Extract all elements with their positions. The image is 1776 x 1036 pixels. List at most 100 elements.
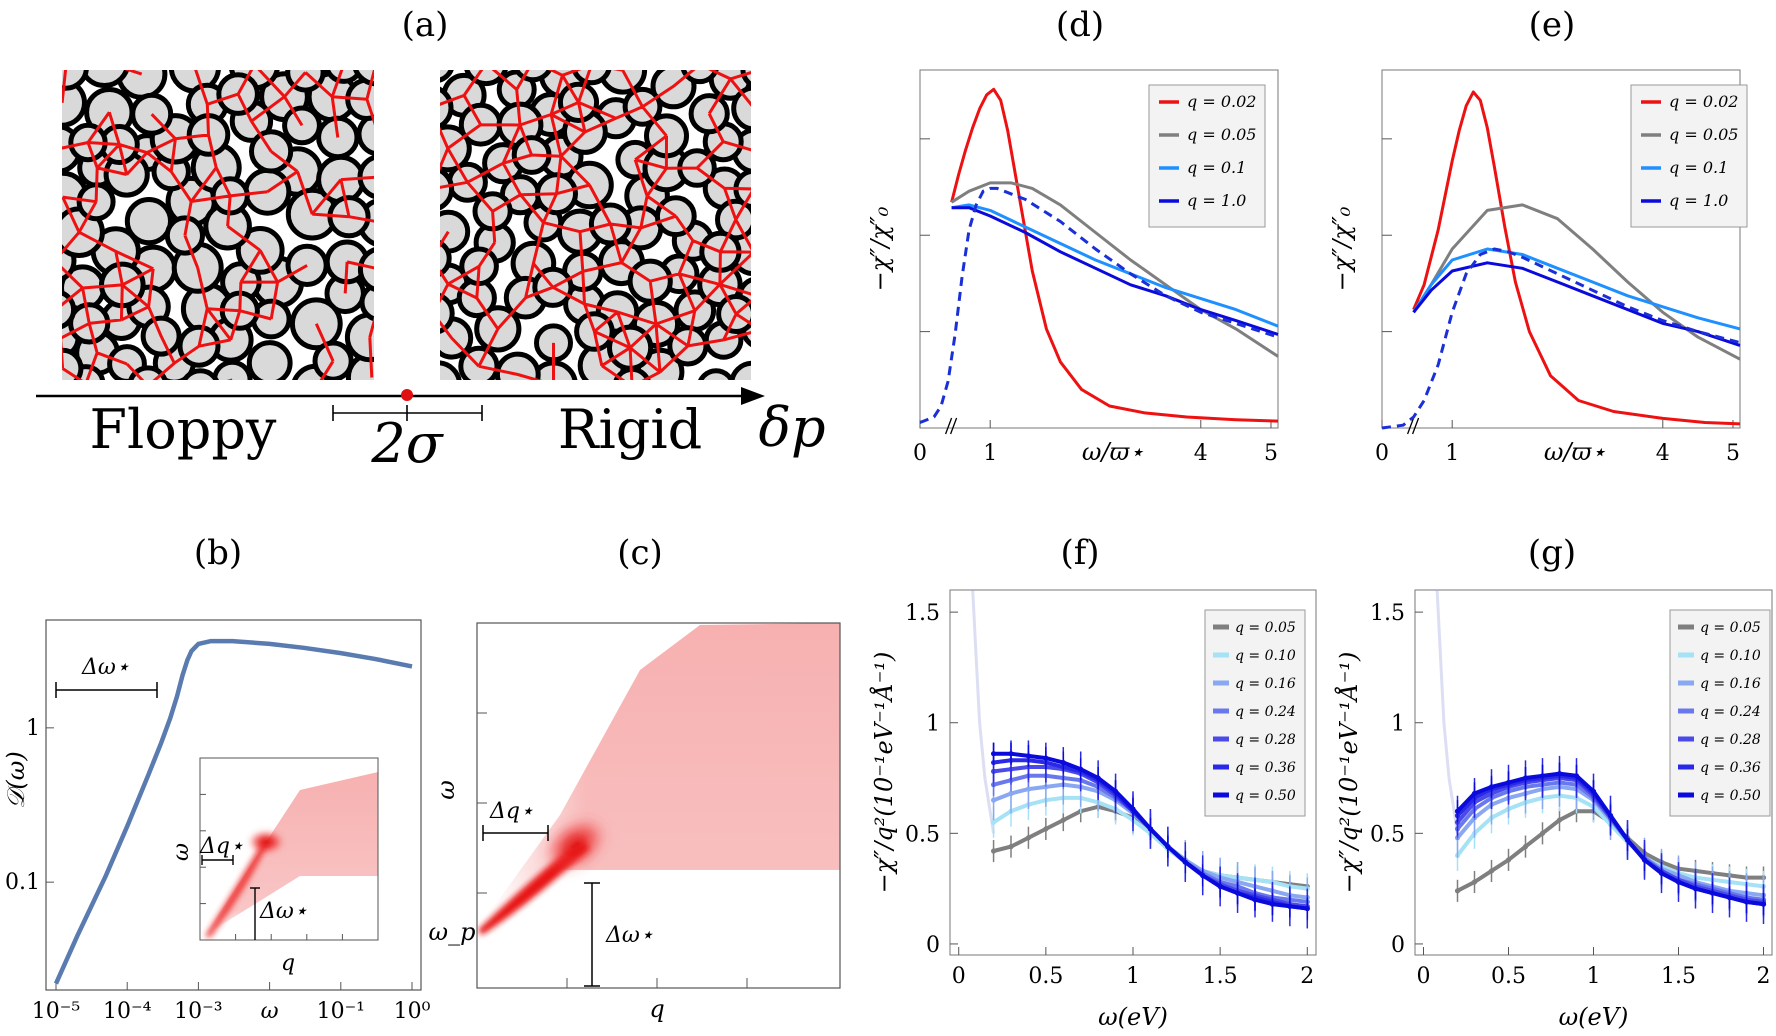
data-point — [1165, 844, 1171, 850]
particle — [324, 70, 363, 84]
particle — [353, 70, 374, 87]
data-point — [1641, 857, 1648, 863]
floppy-packing-image — [62, 70, 374, 380]
panel-b-ylabel: 𝒟(ω) — [2, 751, 30, 808]
transition-axis — [36, 387, 765, 421]
data-point — [1488, 868, 1495, 874]
data-point — [1471, 790, 1478, 797]
data-point — [1252, 897, 1258, 903]
legend-entry: q = 0.24 — [1700, 704, 1761, 720]
dw-star-annotation: Δω⋆ — [81, 655, 130, 680]
ytick-label: 0.5 — [1370, 822, 1405, 847]
rigid-label: Rigid — [558, 398, 702, 461]
b-xtick-label: 10⁻¹ — [317, 999, 365, 1024]
data-point — [1269, 901, 1276, 907]
panel-d-plot: 0 1 ω/ϖ⋆ 4 5 −χ″/χ″₀ q = 0.02 q = 0.05 q = 0.1 q … — [866, 69, 1279, 466]
data-point — [1743, 899, 1750, 905]
particle — [246, 340, 293, 380]
plot-frame — [1381, 69, 1741, 429]
data-point — [990, 819, 997, 825]
b-xtick-label: ω — [261, 999, 279, 1024]
critical-point-marker — [401, 389, 413, 401]
particle — [440, 86, 454, 129]
data-point — [1607, 813, 1614, 819]
legend-entry: q = 0.02 — [1187, 92, 1256, 111]
rigid-packing-image — [440, 70, 751, 380]
data-point — [1112, 788, 1119, 794]
data-point — [1060, 759, 1066, 766]
xtick-label: 4 — [1194, 441, 1208, 466]
particle — [181, 368, 219, 380]
data-point — [1454, 808, 1461, 814]
y-axis-label: −χ″/q²(10⁻¹eV⁻¹Å⁻¹) — [1334, 652, 1363, 894]
particle — [698, 368, 735, 380]
xtick-label: 0.5 — [1491, 964, 1526, 989]
series-line — [951, 206, 1279, 336]
panel-label-c: (c) — [617, 533, 663, 573]
data-point — [1078, 766, 1084, 772]
b-xtick-label: 10⁻⁴ — [103, 999, 152, 1024]
legend-entry: q = 0.05 — [1235, 620, 1296, 636]
xtick-label: 1.5 — [1203, 964, 1238, 989]
b-ytick-label: 0.1 — [5, 870, 40, 895]
data-point — [1095, 775, 1101, 781]
xtick-label: 1 — [1126, 964, 1140, 989]
data-point — [1182, 859, 1188, 865]
floppy-label: Floppy — [90, 398, 277, 461]
panel-c-frame — [476, 622, 841, 989]
legend-entry: q = 1.0 — [1669, 191, 1728, 210]
delta-p-axis-label: δp — [758, 396, 825, 459]
xtick-label: 0.5 — [1028, 964, 1063, 989]
axis-break-mark — [1406, 417, 1420, 435]
xtick-label: 2 — [1300, 964, 1314, 989]
ytick-label: 1.5 — [1370, 601, 1405, 626]
series-line — [919, 186, 1279, 424]
particle — [62, 70, 89, 91]
particle — [62, 290, 77, 330]
axis-break-mark — [944, 417, 958, 435]
panel-label-e: (e) — [1529, 5, 1576, 45]
data-point — [1505, 779, 1512, 786]
data-point — [990, 848, 997, 854]
data-point — [1539, 773, 1546, 779]
panel-label-b: (b) — [194, 533, 242, 573]
inset-dw-label: Δω⋆ — [259, 899, 308, 924]
data-point — [1043, 826, 1049, 832]
data-point — [1008, 790, 1014, 797]
legend-entry: q = 0.28 — [1700, 732, 1761, 748]
ytick-label: 0 — [1391, 933, 1405, 958]
xtick-label: 1.5 — [1661, 964, 1696, 989]
panel-label-a: (a) — [402, 5, 449, 45]
xtick-label: 5 — [1726, 441, 1740, 466]
legend-entry: q = 0.36 — [1700, 760, 1761, 776]
particle — [359, 283, 374, 322]
data-point — [1008, 751, 1014, 757]
inset-ylabel: ω — [169, 843, 194, 861]
legend-entry: q = 0.50 — [1700, 788, 1761, 804]
ytick-label: 0.5 — [905, 822, 940, 847]
series-line — [950, 87, 1279, 423]
data-point — [1200, 872, 1206, 878]
inset-branch — [205, 840, 270, 938]
data-point — [1590, 788, 1597, 794]
data-point — [1304, 905, 1310, 912]
legend-entry: q = 0.05 — [1700, 620, 1761, 636]
data-point — [1008, 844, 1014, 850]
legend-entry: q = 0.36 — [1235, 760, 1296, 776]
c-blob — [544, 818, 606, 872]
data-point — [1539, 830, 1546, 836]
panel-e-plot: 0 1 ω/ϖ⋆ 4 5 −χ″/χ″₀ q = 0.02 q = 0.05 q = 0.1 q … — [1328, 69, 1748, 466]
data-point — [1234, 890, 1241, 896]
xtick-label: 2 — [1757, 964, 1771, 989]
ytick-label: 0 — [926, 933, 940, 958]
legend — [1630, 84, 1748, 228]
legend-entry: q = 0.05 — [1187, 125, 1256, 144]
legend-entry: q = 0.50 — [1235, 788, 1296, 804]
width-label: 2σ — [370, 412, 444, 475]
inset-xlabel: q — [281, 951, 295, 976]
ytick-label: 1.5 — [905, 601, 940, 626]
inset-blob — [248, 830, 284, 854]
ytick-label: 1 — [1391, 712, 1405, 737]
legend-entry: q = 0.10 — [1235, 648, 1296, 664]
